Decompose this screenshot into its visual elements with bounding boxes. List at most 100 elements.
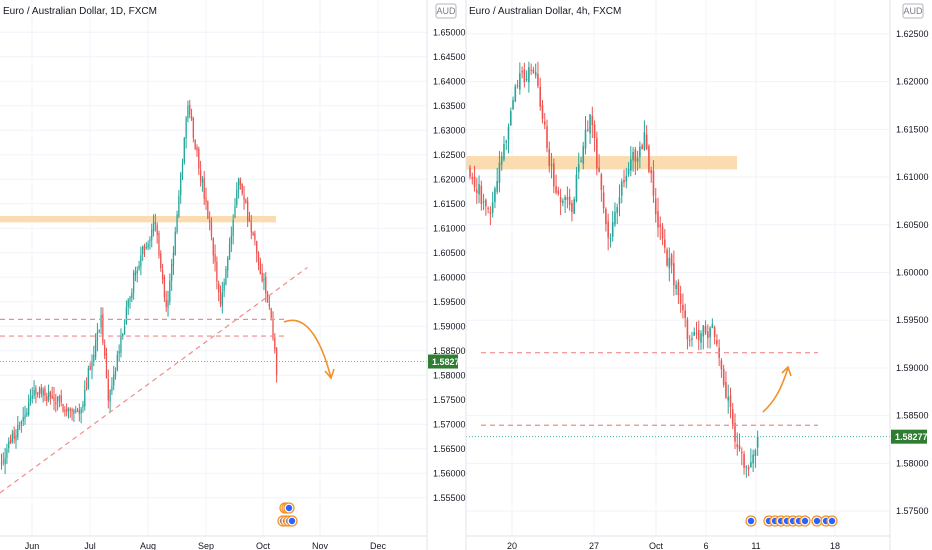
candle	[521, 71, 523, 73]
candle	[234, 206, 236, 218]
candle	[686, 319, 689, 340]
candle	[747, 467, 750, 470]
candle	[210, 222, 213, 237]
candle	[151, 229, 153, 240]
candle	[559, 197, 562, 203]
candle	[0, 463, 3, 465]
candle	[741, 451, 743, 454]
candle	[625, 175, 628, 182]
projection-arrow-path	[762, 367, 789, 413]
price-tick-label: 1.61500	[896, 124, 929, 134]
currency-box[interactable]	[435, 3, 457, 19]
candle	[605, 208, 607, 225]
time-tick-label: 18	[830, 541, 840, 550]
candle	[82, 404, 84, 408]
candle	[67, 407, 70, 412]
time-tick-label: 6	[703, 541, 708, 550]
candle	[507, 126, 510, 141]
candle	[84, 389, 86, 407]
currency-label[interactable]: AUD	[436, 6, 456, 16]
candle	[38, 388, 41, 394]
candle	[160, 253, 162, 269]
candle	[268, 303, 271, 307]
candle	[688, 339, 691, 341]
candle	[496, 180, 498, 192]
candle	[53, 397, 55, 401]
resistance-zone	[0, 216, 276, 223]
candle	[129, 297, 131, 301]
candle	[562, 200, 564, 203]
candle	[201, 179, 204, 183]
time-tick-label: Nov	[312, 541, 329, 550]
candle	[546, 126, 548, 149]
candle	[675, 284, 677, 289]
candle	[620, 181, 623, 196]
candle	[657, 211, 659, 228]
price-axis: 1.62500 1.62000 1.61500 1.61000 1.60500 1.600…	[889, 0, 929, 550]
candle	[700, 333, 702, 343]
candle	[100, 315, 102, 328]
candle	[118, 351, 120, 354]
candle	[156, 225, 158, 236]
candle	[85, 387, 88, 389]
price-tick-label: 1.62500	[896, 29, 929, 39]
candle	[600, 174, 603, 190]
candle	[630, 159, 632, 171]
candle	[105, 353, 108, 379]
candle	[13, 431, 15, 439]
price-tick-label: 1.60000	[433, 272, 466, 282]
candle	[485, 199, 487, 207]
candle	[66, 409, 68, 412]
candle	[24, 415, 26, 419]
price-tick-label: 1.61000	[433, 223, 466, 233]
candle	[189, 104, 191, 115]
candle	[609, 238, 612, 240]
candle	[138, 265, 140, 269]
time-tick-label: Jun	[25, 541, 40, 550]
candle	[35, 388, 37, 394]
event-marker-dot	[288, 517, 296, 525]
candle	[257, 252, 260, 262]
candle	[163, 276, 166, 298]
candle	[71, 408, 73, 412]
price-tick-label: 1.58500	[433, 346, 466, 356]
candle	[93, 354, 95, 362]
candle	[704, 326, 707, 334]
price-tick-label: 1.59000	[896, 363, 929, 373]
candle	[473, 176, 476, 188]
candle	[643, 132, 646, 150]
candle	[227, 258, 229, 271]
candle	[259, 261, 261, 275]
candle	[577, 164, 580, 173]
candle	[73, 410, 75, 414]
price-tick-label: 1.60500	[433, 248, 466, 258]
candle	[22, 417, 24, 422]
price-tick-label: 1.63000	[433, 125, 466, 135]
candle	[632, 151, 634, 161]
candle	[198, 148, 200, 169]
price-tick-label: 1.55500	[433, 493, 466, 503]
candle	[75, 410, 77, 412]
price-tick-label: 1.59000	[433, 321, 466, 331]
price-tick-label: 1.59500	[896, 315, 929, 325]
currency-box[interactable]	[902, 3, 924, 19]
candle	[116, 354, 118, 371]
candle	[611, 222, 614, 237]
candle	[187, 105, 189, 119]
grid	[466, 0, 890, 536]
price-tick-label: 1.62500	[433, 150, 466, 160]
candle	[607, 221, 609, 238]
currency-label[interactable]: AUD	[903, 6, 923, 16]
candle	[230, 235, 233, 245]
candle	[684, 310, 686, 319]
candle	[250, 221, 252, 233]
candle	[154, 223, 156, 225]
candle	[512, 100, 514, 110]
candle	[122, 333, 124, 337]
candle	[29, 397, 32, 402]
candle	[4, 457, 6, 465]
time-tick-label: Aug	[140, 541, 156, 550]
candle	[498, 162, 501, 183]
candle	[194, 140, 196, 149]
candle	[709, 327, 711, 338]
